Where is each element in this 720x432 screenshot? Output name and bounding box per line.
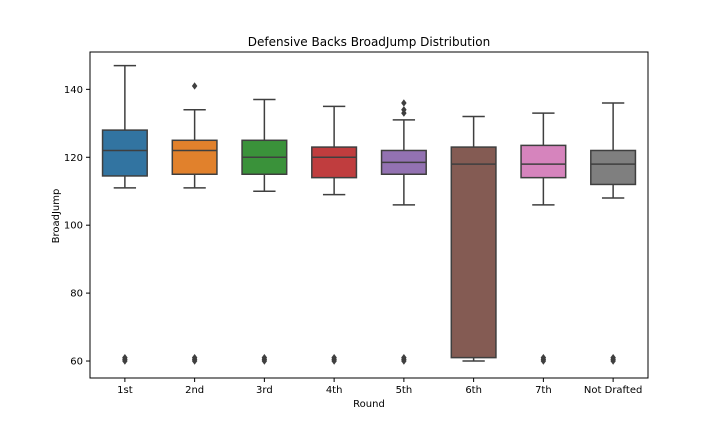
plot-area: 1st 2nd 3rd 4th 5th 6th 7th Not Drafted 60 80 100 1… (64, 51, 649, 396)
box-iqr (450, 146, 497, 359)
outlier-point (191, 353, 198, 362)
outlier-point (610, 353, 616, 362)
box-iqr (311, 146, 358, 179)
box-iqr (590, 149, 637, 186)
x-tick-label: 1st (117, 385, 133, 396)
x-tick-label: 2nd (185, 385, 204, 396)
x-tick-label: 4th (326, 385, 343, 396)
outlier-point (401, 353, 407, 362)
outlier-point (401, 106, 407, 114)
outlier-point (331, 353, 337, 362)
y-tick-label: 100 (64, 221, 83, 232)
x-tick-label: 5th (396, 385, 413, 396)
y-tick-label: 60 (70, 357, 83, 368)
x-tick-label: Not Drafted (584, 385, 642, 396)
x-tick-label: 3rd (256, 385, 273, 396)
box-iqr (171, 139, 218, 176)
box-group-7th (520, 112, 567, 365)
box-group-3rd (241, 98, 288, 365)
outlier-point (540, 353, 547, 362)
box-group-5th (380, 99, 427, 365)
outlier-point (261, 353, 268, 362)
box-group-2nd (171, 82, 218, 365)
x-tick-label: 6th (465, 385, 482, 396)
y-axis-label: BroadJump (51, 189, 62, 244)
box-group-6th (450, 115, 497, 362)
outlier-point (191, 82, 198, 90)
outlier-point (122, 353, 128, 362)
box-iqr (101, 129, 148, 177)
box-group-not-drafted (590, 102, 637, 365)
outlier-point (401, 99, 407, 107)
box-group-1st (101, 64, 148, 365)
chart-title: Defensive Backs BroadJump Distribution (248, 35, 490, 49)
y-tick-label: 140 (64, 85, 83, 96)
plot-frame (89, 51, 649, 379)
box-iqr (520, 144, 567, 179)
box-group-4th (311, 105, 358, 365)
x-tick-label: 7th (535, 385, 552, 396)
y-tick-label: 80 (70, 289, 83, 300)
x-axis-label: Round (353, 399, 385, 410)
y-tick-label: 120 (64, 153, 83, 164)
